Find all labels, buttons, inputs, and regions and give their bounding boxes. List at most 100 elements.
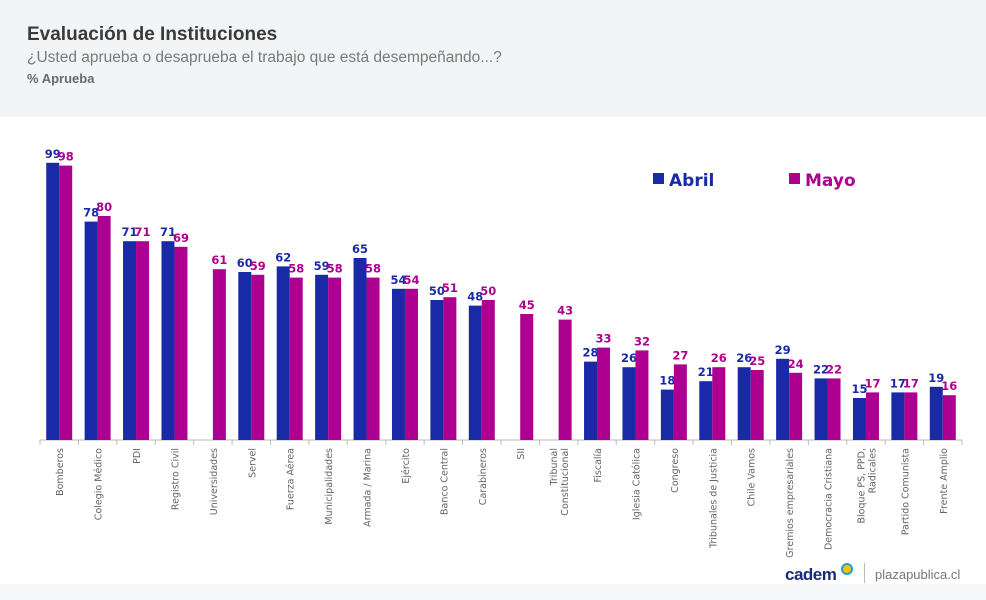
bar-abril xyxy=(84,221,98,440)
x-tick-label: Bloque PS, PPD, xyxy=(856,448,867,523)
data-label-mayo: 17 xyxy=(903,376,919,390)
data-label-mayo: 45 xyxy=(519,298,535,312)
bar-abril xyxy=(123,241,137,440)
bar-abril xyxy=(891,392,905,440)
bar-mayo xyxy=(289,277,303,440)
data-label-abril: 18 xyxy=(659,374,675,388)
cadem-logo: cadem xyxy=(785,565,837,584)
bar-mayo xyxy=(174,246,188,440)
x-tick-label: Frente Amplio xyxy=(939,448,950,514)
x-tick-label: PDI xyxy=(132,448,143,464)
bar-abril xyxy=(276,266,290,440)
data-label-mayo: 61 xyxy=(211,253,227,267)
bar-mayo xyxy=(481,300,495,440)
x-tick-label: Gremios empresariales xyxy=(785,448,796,558)
bar-mayo xyxy=(136,241,150,440)
bar-mayo xyxy=(904,392,918,440)
x-tick-label: Armada / Marina xyxy=(363,448,374,527)
data-label-abril: 62 xyxy=(275,250,291,264)
bar-mayo xyxy=(404,288,418,440)
bar-abril xyxy=(161,241,175,440)
x-tick-label: Congreso xyxy=(670,448,681,493)
bar-mayo xyxy=(712,367,726,440)
data-label-mayo: 25 xyxy=(749,354,765,368)
x-tick-label: Bomberos xyxy=(55,448,66,496)
data-label-abril: 17 xyxy=(890,376,906,390)
bar-mayo xyxy=(597,347,611,440)
x-tick-label: Ejército xyxy=(401,448,412,484)
x-tick-label: Radicales xyxy=(867,448,878,493)
data-label-mayo: 26 xyxy=(711,351,727,365)
site-link[interactable]: plazapublica.cl xyxy=(875,567,961,582)
x-tick-label: Constitucional xyxy=(560,448,571,516)
bar-abril xyxy=(584,361,598,440)
data-label-mayo: 22 xyxy=(826,362,842,376)
bar-mayo xyxy=(520,314,534,440)
bar-mayo xyxy=(251,274,265,440)
x-tick-label: SII xyxy=(516,448,527,460)
data-label-abril: 15 xyxy=(851,382,867,396)
data-label-abril: 71 xyxy=(160,225,176,239)
data-label-abril: 99 xyxy=(45,147,61,161)
data-label-abril: 54 xyxy=(390,273,406,287)
footer-band xyxy=(0,584,986,600)
bar-abril xyxy=(622,367,636,440)
legend-label-mayo: Mayo xyxy=(805,171,856,191)
data-label-mayo: 71 xyxy=(135,225,151,239)
page-title: Evaluación de Instituciones xyxy=(27,24,278,45)
legend-swatch-abril xyxy=(653,173,664,184)
x-tick-label: Fuerza Aérea xyxy=(286,448,297,510)
data-label-mayo: 54 xyxy=(403,273,419,287)
data-label-abril: 78 xyxy=(83,206,99,220)
x-tick-label: Colegio Médico xyxy=(94,448,105,520)
data-label-abril: 50 xyxy=(429,284,445,298)
x-tick-label: Carabineros xyxy=(478,448,489,505)
x-tick-label: Municipalidades xyxy=(324,448,335,525)
data-label-mayo: 16 xyxy=(941,379,957,393)
x-tick-label: Tribunal xyxy=(549,448,560,487)
x-tick-label: Universidades xyxy=(209,448,220,515)
x-tick-label: Iglesia Católica xyxy=(631,448,642,520)
data-label-abril: 65 xyxy=(352,242,368,256)
bar-abril xyxy=(46,162,60,441)
data-label-mayo: 58 xyxy=(365,262,381,276)
data-label-mayo: 43 xyxy=(557,304,573,318)
data-label-abril: 71 xyxy=(122,225,138,239)
bar-abril xyxy=(929,386,943,440)
x-tick-label: Chile Vamos xyxy=(747,448,758,506)
data-label-abril: 21 xyxy=(698,365,714,379)
bar-abril xyxy=(737,367,751,440)
bar-mayo xyxy=(942,395,956,440)
x-tick-label: Tribunales de Justicia xyxy=(708,448,719,549)
data-label-mayo: 69 xyxy=(173,231,189,245)
legend-label-abril: Abril xyxy=(669,171,714,191)
x-tick-label: Democracia Cristiana xyxy=(824,448,835,550)
bar-abril xyxy=(315,274,329,440)
data-label-abril: 22 xyxy=(813,362,829,376)
bar-abril xyxy=(353,258,367,440)
bar-abril xyxy=(238,272,252,440)
bar-mayo xyxy=(443,297,457,440)
bar-mayo xyxy=(328,277,342,440)
x-tick-label: Servel xyxy=(247,448,258,478)
data-label-mayo: 80 xyxy=(96,200,112,214)
data-label-mayo: 24 xyxy=(788,357,804,371)
cadem-logo-dot-icon xyxy=(841,563,853,575)
bar-mayo xyxy=(635,350,649,440)
bar-mayo xyxy=(750,370,764,440)
bar-mayo xyxy=(827,378,841,440)
bar-mayo xyxy=(59,165,73,440)
data-label-abril: 48 xyxy=(467,290,483,304)
data-label-mayo: 50 xyxy=(480,284,496,298)
data-label-mayo: 27 xyxy=(672,348,688,362)
data-label-mayo: 17 xyxy=(864,376,880,390)
x-tick-label: Partido Comunista xyxy=(900,448,911,535)
bar-mayo xyxy=(212,269,226,440)
bar-abril xyxy=(699,381,713,440)
bar-mayo xyxy=(865,392,879,440)
bar-abril xyxy=(660,389,674,440)
x-tick-label: Fiscalía xyxy=(593,448,604,483)
bar-mayo xyxy=(789,372,803,440)
bar-mayo xyxy=(366,277,380,440)
